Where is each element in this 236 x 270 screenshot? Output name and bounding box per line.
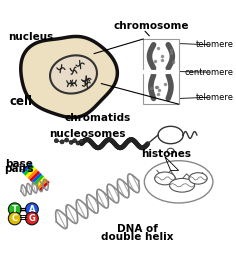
Circle shape (8, 203, 21, 216)
Polygon shape (21, 36, 117, 117)
Circle shape (8, 212, 21, 225)
Bar (29, 171, 40, 181)
Circle shape (73, 139, 77, 143)
Circle shape (76, 141, 80, 145)
Polygon shape (50, 55, 97, 93)
Ellipse shape (155, 172, 175, 185)
Text: T: T (12, 205, 18, 214)
Ellipse shape (144, 161, 213, 203)
Text: telomere: telomere (195, 40, 233, 49)
Text: chromatids: chromatids (64, 113, 131, 123)
Ellipse shape (189, 173, 207, 184)
Text: nucleosomes: nucleosomes (50, 129, 126, 139)
Bar (21, 163, 32, 174)
Bar (37, 178, 48, 189)
Text: nucleus: nucleus (8, 32, 54, 42)
Bar (23, 165, 34, 176)
Circle shape (69, 140, 73, 144)
Circle shape (65, 138, 69, 142)
Bar (25, 167, 36, 178)
Circle shape (60, 140, 64, 144)
Text: G: G (29, 214, 35, 223)
Circle shape (25, 212, 38, 225)
Circle shape (54, 139, 59, 143)
Text: DNA of: DNA of (117, 224, 158, 234)
Text: C: C (12, 214, 18, 223)
Text: pairs: pairs (4, 164, 34, 174)
Text: telomere: telomere (195, 93, 233, 102)
Bar (31, 173, 42, 184)
Bar (39, 180, 50, 191)
Bar (35, 177, 46, 187)
Bar (143, 39, 179, 104)
Text: =: = (19, 204, 27, 214)
Text: histones: histones (141, 149, 191, 159)
Text: chromosome: chromosome (114, 21, 189, 31)
Text: double helix: double helix (101, 232, 174, 242)
Bar (33, 175, 44, 185)
Text: ≡: ≡ (19, 213, 28, 223)
Ellipse shape (169, 178, 195, 192)
Text: base: base (5, 158, 33, 168)
Bar (27, 169, 38, 180)
Text: A: A (29, 205, 35, 214)
Text: centromere: centromere (185, 68, 233, 77)
Circle shape (80, 139, 84, 143)
Circle shape (25, 203, 38, 216)
Text: cell: cell (9, 95, 32, 108)
